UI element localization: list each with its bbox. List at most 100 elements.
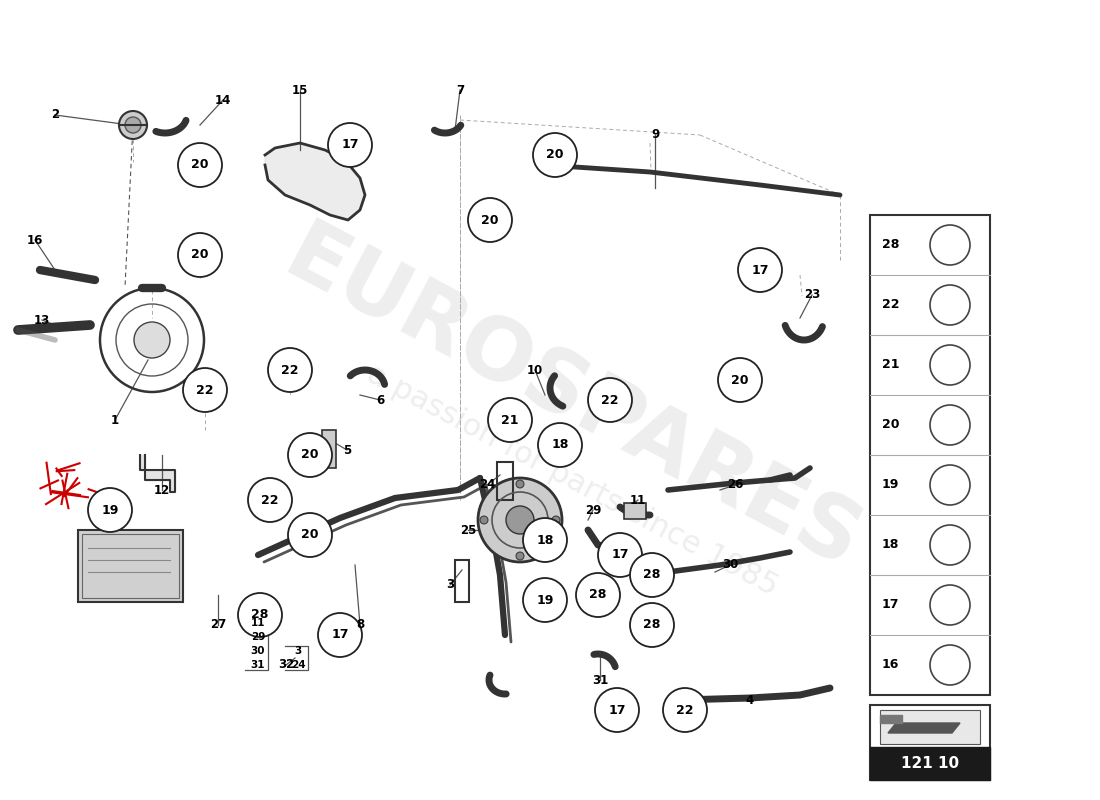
- Circle shape: [663, 688, 707, 732]
- Circle shape: [248, 478, 292, 522]
- Text: 29: 29: [585, 503, 602, 517]
- Text: 17: 17: [612, 549, 629, 562]
- Circle shape: [738, 248, 782, 292]
- Bar: [322, 430, 335, 468]
- Text: 30: 30: [251, 646, 265, 656]
- Bar: [880, 710, 980, 744]
- Text: 17: 17: [608, 703, 626, 717]
- Text: 24: 24: [290, 660, 306, 670]
- Text: 29: 29: [251, 632, 265, 642]
- Text: 17: 17: [341, 138, 359, 151]
- Circle shape: [588, 378, 632, 422]
- Text: 4: 4: [746, 694, 755, 706]
- Circle shape: [630, 603, 674, 647]
- Circle shape: [522, 578, 566, 622]
- Text: 12: 12: [154, 483, 170, 497]
- Text: 19: 19: [101, 503, 119, 517]
- Text: 16: 16: [882, 658, 900, 671]
- Text: 31: 31: [592, 674, 608, 686]
- Text: 17: 17: [882, 598, 900, 611]
- Circle shape: [119, 111, 147, 139]
- Text: 1: 1: [111, 414, 119, 426]
- Circle shape: [534, 133, 578, 177]
- Text: 31: 31: [251, 660, 265, 670]
- Text: 24: 24: [478, 478, 495, 491]
- Bar: [870, 705, 990, 780]
- Text: 20: 20: [191, 158, 209, 171]
- Circle shape: [506, 506, 534, 534]
- Text: 22: 22: [602, 394, 618, 406]
- Circle shape: [468, 198, 512, 242]
- Bar: [870, 747, 990, 780]
- Text: 18: 18: [551, 438, 569, 451]
- Text: 28: 28: [644, 618, 661, 631]
- Text: 26: 26: [727, 478, 744, 491]
- Circle shape: [538, 423, 582, 467]
- Text: 2: 2: [51, 109, 59, 122]
- Text: 6: 6: [376, 394, 384, 406]
- Bar: [455, 560, 469, 602]
- Text: 10: 10: [527, 363, 543, 377]
- Circle shape: [552, 516, 560, 524]
- Text: 3: 3: [446, 578, 454, 591]
- Circle shape: [328, 123, 372, 167]
- Circle shape: [268, 348, 312, 392]
- Text: 22: 22: [196, 383, 213, 397]
- Circle shape: [516, 480, 524, 488]
- Text: 32: 32: [278, 658, 294, 671]
- Text: 25: 25: [460, 523, 476, 537]
- Circle shape: [516, 552, 524, 560]
- Circle shape: [598, 533, 642, 577]
- Text: 20: 20: [882, 418, 900, 431]
- Text: 3: 3: [295, 646, 301, 656]
- Text: 15: 15: [292, 83, 308, 97]
- Polygon shape: [265, 143, 365, 220]
- Text: 16: 16: [26, 234, 43, 246]
- Circle shape: [718, 358, 762, 402]
- Polygon shape: [140, 455, 175, 492]
- Text: 19: 19: [537, 594, 553, 606]
- Polygon shape: [888, 723, 960, 733]
- Text: 21: 21: [502, 414, 519, 426]
- Text: 17: 17: [751, 263, 769, 277]
- Text: 121 10: 121 10: [901, 755, 959, 770]
- Text: 19: 19: [882, 478, 900, 491]
- Text: 28: 28: [590, 589, 607, 602]
- Text: 22: 22: [262, 494, 278, 506]
- Text: 18: 18: [537, 534, 553, 546]
- Text: EUROSPARES: EUROSPARES: [271, 214, 873, 586]
- Text: 20: 20: [301, 529, 319, 542]
- Circle shape: [488, 398, 532, 442]
- Text: 23: 23: [804, 289, 821, 302]
- Text: 20: 20: [191, 249, 209, 262]
- Circle shape: [183, 368, 227, 412]
- Circle shape: [88, 488, 132, 532]
- Text: 22: 22: [676, 703, 694, 717]
- Circle shape: [480, 516, 488, 524]
- Text: 8: 8: [356, 618, 364, 631]
- Bar: [624, 503, 646, 519]
- Text: 5: 5: [343, 443, 351, 457]
- Text: 22: 22: [882, 298, 900, 311]
- Text: 27: 27: [210, 618, 227, 631]
- Circle shape: [125, 117, 141, 133]
- Circle shape: [288, 513, 332, 557]
- Text: 20: 20: [301, 449, 319, 462]
- Text: 17: 17: [331, 629, 349, 642]
- Text: 7: 7: [455, 83, 464, 97]
- Polygon shape: [880, 715, 902, 723]
- Circle shape: [318, 613, 362, 657]
- Text: 22: 22: [282, 363, 299, 377]
- Text: 28: 28: [644, 569, 661, 582]
- Circle shape: [522, 518, 566, 562]
- Circle shape: [178, 143, 222, 187]
- Bar: [78, 530, 183, 602]
- Bar: [82, 534, 179, 598]
- Circle shape: [630, 553, 674, 597]
- Text: 20: 20: [482, 214, 498, 226]
- Text: 28: 28: [882, 238, 900, 251]
- Text: 20: 20: [547, 149, 563, 162]
- Text: 11: 11: [630, 494, 646, 506]
- Text: 14: 14: [214, 94, 231, 106]
- Text: 18: 18: [882, 538, 900, 551]
